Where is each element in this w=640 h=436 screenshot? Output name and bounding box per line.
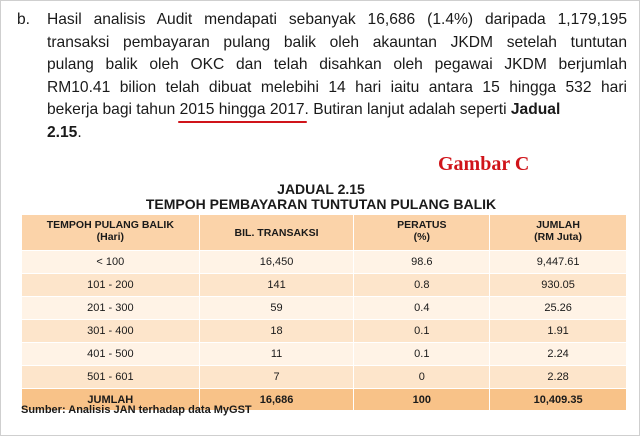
percent-cell: 0 [353,365,491,389]
paragraph-line: pulang balik oleh OKC dan telah disahkan… [47,56,627,74]
paragraph-line: Hasil analisis Audit mendapati sebanyak … [47,11,627,28]
table-reference: Jadual [510,101,561,119]
amount-cell: 2.28 [489,365,627,389]
percent-cell: 0.4 [353,296,491,320]
data-table: TEMPOH PULANG BALIK (Hari) BIL. TRANSAKSI… [21,214,627,411]
table-row: 201 - 300 59 0.4 25.26 [21,296,627,320]
amount-cell: 25.26 [489,296,627,320]
column-header: JUMLAH (RM Juta) [489,214,627,251]
table-row: 301 - 400 18 0.1 1.91 [21,319,627,343]
table-row: 101 - 200 141 0.8 930.05 [21,273,627,297]
table-subtitle: TEMPOH PEMBAYARAN TUNTUTAN PULANG BALIK [145,196,497,212]
line5-before: bekerja bagi tahun [47,101,176,119]
percent-cell: 0.1 [353,319,491,343]
figure-annotation: Gambar C [438,153,530,175]
paragraph-text: Hasil analisis Audit mendapati sebanyak … [47,9,627,145]
column-header: PERATUS (%) [353,214,491,251]
paragraph-line: RM10.41 bilion telah dibuat melebihi 14 … [47,78,627,96]
paragraph-line: 2.15. [47,122,627,145]
transactions-cell: 11 [198,342,355,366]
amount-cell: 9,447.61 [489,250,627,274]
column-header: TEMPOH PULANG BALIK (Hari) [21,214,200,251]
period-cell: 201 - 300 [21,296,200,320]
transactions-cell: 141 [198,273,355,297]
table-row: < 100 16,450 98.6 9,447.61 [21,250,627,274]
total-label-cell: JUMLAH [21,388,200,411]
total-amount-cell: 10,409.35 [489,388,627,411]
amount-cell: 930.05 [489,273,627,297]
table-header-row: TEMPOH PULANG BALIK (Hari) BIL. TRANSAKSI… [21,214,627,251]
total-transactions-cell: 16,686 [198,388,355,411]
line6-after: . [77,123,82,141]
paragraph-line: bekerja bagi tahun 2015 hingga 2017. But… [47,99,627,122]
period-cell: 301 - 400 [21,319,200,343]
percent-cell: 0.1 [353,342,491,366]
line5-after: . Butiran lanjut adalah seperti [304,101,507,119]
transactions-cell: 18 [198,319,355,343]
transactions-cell: 7 [198,365,355,389]
period-cell: < 100 [21,250,200,274]
total-percent-cell: 100 [353,388,491,411]
source-note: Sumber: Analisis JAN terhadap data MyGST [21,404,252,416]
column-header: BIL. TRANSAKSI [198,214,355,251]
table-title: JADUAL 2.15 [277,181,365,197]
table-total-row: JUMLAH 16,686 100 10,409.35 [21,388,627,411]
amount-cell: 1.91 [489,319,627,343]
transactions-cell: 59 [198,296,355,320]
period-cell: 101 - 200 [21,273,200,297]
table-reference-number: 2.15 [47,123,78,141]
table-row: 501 - 601 7 0 2.28 [21,365,627,389]
highlighted-period: 2015 hingga 2017 [179,101,305,119]
paragraph-line: transaksi pembayaran pulang balik oleh a… [47,33,627,51]
period-cell: 501 - 601 [21,365,200,389]
amount-cell: 2.24 [489,342,627,366]
period-cell: 401 - 500 [21,342,200,366]
transactions-cell: 16,450 [198,250,355,274]
list-marker: b. [17,11,31,28]
percent-cell: 98.6 [353,250,491,274]
table-row: 401 - 500 11 0.1 2.24 [21,342,627,366]
percent-cell: 0.8 [353,273,491,297]
